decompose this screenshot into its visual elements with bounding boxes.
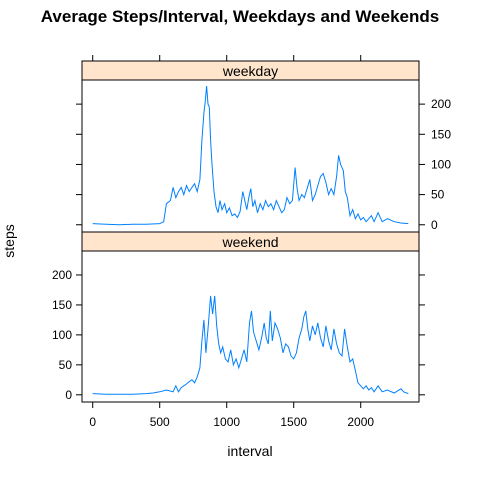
x-tick-label-1500: 1500 [280,415,307,429]
y-tick-label-weekday-200: 200 [431,97,451,111]
y-tick-label-weekday-150: 150 [431,127,451,141]
y-tick-label-weekend-0: 0 [65,388,72,402]
y-tick-label-weekend-50: 50 [59,358,73,372]
y-axis-title: steps [1,224,17,257]
x-tick-label-0: 0 [89,415,96,429]
panel-weekday: weekday [81,60,420,233]
panel-frame-weekday [81,79,420,233]
y-tick-label-weekend-200: 200 [52,268,72,282]
y-tick-label-weekday-0: 0 [431,218,438,232]
series-line-weekend [92,295,409,395]
y-tick-label-weekend-150: 150 [52,298,72,312]
y-tick-label-weekday-100: 100 [431,157,451,171]
y-tick-label-weekend-100: 100 [52,328,72,342]
series-line-weekday [92,85,409,226]
panels-group: weekday weekend [81,60,420,403]
strip-label-weekend: weekend [221,234,278,250]
chart-title: Average Steps/Interval, Weekdays and Wee… [41,7,439,26]
x-axis-title: interval [227,443,272,459]
strip-label-weekday: weekday [222,63,278,79]
y-tick-label-weekday-50: 50 [431,188,445,202]
x-tick-label-1000: 1000 [213,415,240,429]
x-tick-label-500: 500 [150,415,170,429]
panel-frame-weekend [81,250,420,403]
panel-weekend: weekend [81,231,420,403]
x-tick-label-2000: 2000 [347,415,374,429]
